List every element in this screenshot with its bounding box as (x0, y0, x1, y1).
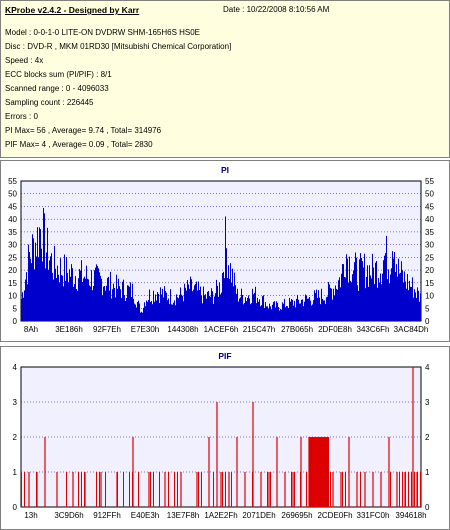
pif-xtick: 1A2E2Fh (204, 511, 237, 520)
pi-xtick: 1ACEF6h (204, 325, 239, 334)
pif-chart-title: PIF (218, 351, 232, 361)
pi-ytick-right: 55 (425, 177, 434, 186)
pi-ytick-right: 10 (425, 292, 434, 301)
pi-ytick-right: 30 (425, 241, 434, 250)
pi-ytick-right: 0 (425, 317, 430, 326)
pif-ytick-left: 1 (13, 468, 18, 477)
pif-ytick-right: 4 (425, 363, 430, 372)
pif-ytick-left: 0 (13, 503, 18, 512)
pi-xtick: 2DF0E8h (318, 325, 352, 334)
app-title: KProbe v2.4.2 - Designed by Karr (5, 5, 140, 15)
pi-ytick-right: 15 (425, 279, 434, 288)
pi-ytick-left: 50 (8, 190, 17, 199)
pi-chart-title: PI (220, 165, 230, 175)
disc-info: Disc : DVD-R , MKM 01RD30 [Mitsubishi Ch… (5, 42, 232, 51)
ecc-blocks: ECC blocks sum (PI/PIF) : 8/1 (5, 70, 112, 79)
pi-ytick-left: 45 (8, 202, 17, 211)
pi-ytick-right: 20 (425, 266, 434, 275)
pif-xtick: 2071DEh (242, 511, 275, 520)
pi-ytick-right: 45 (425, 202, 434, 211)
sampling-count: Sampling count : 226445 (5, 98, 94, 107)
pi-ytick-left: 40 (8, 215, 17, 224)
scan-date: Date : 10/22/2008 8:10:56 AM (223, 5, 330, 14)
error-count: Errors : 0 (5, 112, 38, 121)
pif-xtick: 13E7F8h (167, 511, 199, 520)
pi-summary: PI Max= 56 , Average= 9.74 , Total= 3149… (5, 126, 162, 135)
pif-xtick: 331FC0h (357, 511, 390, 520)
pif-ytick-right: 1 (425, 468, 430, 477)
info-panel: KProbe v2.4.2 - Designed by Karr Date : … (0, 0, 450, 158)
pi-ytick-left: 35 (8, 228, 17, 237)
pif-ytick-right: 3 (425, 398, 430, 407)
pif-chart-panel: PIF 0 0 1 1 2 2 3 3 4 4 13h 3C9D6h 912FFh E40E3h 13E7F… (0, 346, 450, 530)
pi-ytick-right: 35 (425, 228, 434, 237)
pif-ytick-left: 3 (13, 398, 18, 407)
pif-ytick-right: 2 (425, 433, 430, 442)
pif-xtick: E40E3h (131, 511, 159, 520)
pi-xtick: E7E30h (131, 325, 159, 334)
pi-ytick-left: 15 (8, 279, 17, 288)
pi-ytick-right: 25 (425, 253, 434, 262)
pi-ytick-right: 50 (425, 190, 434, 199)
pi-ytick-right: 5 (425, 304, 430, 313)
pi-xtick: 215C47h (243, 325, 275, 334)
pi-xtick: 144308h (167, 325, 198, 334)
scan-speed: Speed : 4x (5, 56, 44, 65)
drive-model: Model : 0-0-1-0 LITE-ON DVDRW SHM-165H6S… (5, 28, 201, 37)
pi-ytick-left: 20 (8, 266, 17, 275)
pif-summary: PIF Max= 4 , Average= 0.09 , Total= 2830 (5, 140, 153, 149)
pi-xtick: 3AC84Dh (394, 325, 429, 334)
pi-ytick-right: 40 (425, 215, 434, 224)
pif-xtick: 394618h (395, 511, 426, 520)
pif-xtick: 13h (24, 511, 37, 520)
pif-xtick: 2CDE0Fh (317, 511, 352, 520)
pi-ytick-left: 55 (8, 177, 17, 186)
pi-ytick-left: 30 (8, 241, 17, 250)
pi-ytick-left: 5 (13, 304, 18, 313)
pi-xtick: 92F7Eh (93, 325, 121, 334)
scanned-range: Scanned range : 0 - 4096033 (5, 84, 109, 93)
pif-ytick-left: 4 (13, 363, 18, 372)
pif-chart: 0 0 1 1 2 2 3 3 4 4 13h 3C9D6h 912FFh E40E3h 13E7F8h 1A… (13, 363, 430, 520)
pif-xtick: 912FFh (93, 511, 121, 520)
pi-chart-panel: PI 0 0 5 5 10 10 15 15 20 20 25 25 30 30 35 35 40 40 45 45 5… (0, 160, 450, 342)
pi-xtick: 27B065h (281, 325, 313, 334)
pi-ytick-left: 10 (8, 292, 17, 301)
pi-ytick-left: 0 (13, 317, 18, 326)
pif-xtick: 3C9D6h (54, 511, 83, 520)
pi-xtick: 8Ah (24, 325, 38, 334)
pif-xtick: 269695h (281, 511, 312, 520)
pif-ytick-left: 2 (13, 433, 18, 442)
pi-xtick: 343C6Fh (357, 325, 390, 334)
pif-ytick-right: 0 (425, 503, 430, 512)
pi-xtick: 3E186h (55, 325, 83, 334)
pi-ytick-left: 25 (8, 253, 17, 262)
